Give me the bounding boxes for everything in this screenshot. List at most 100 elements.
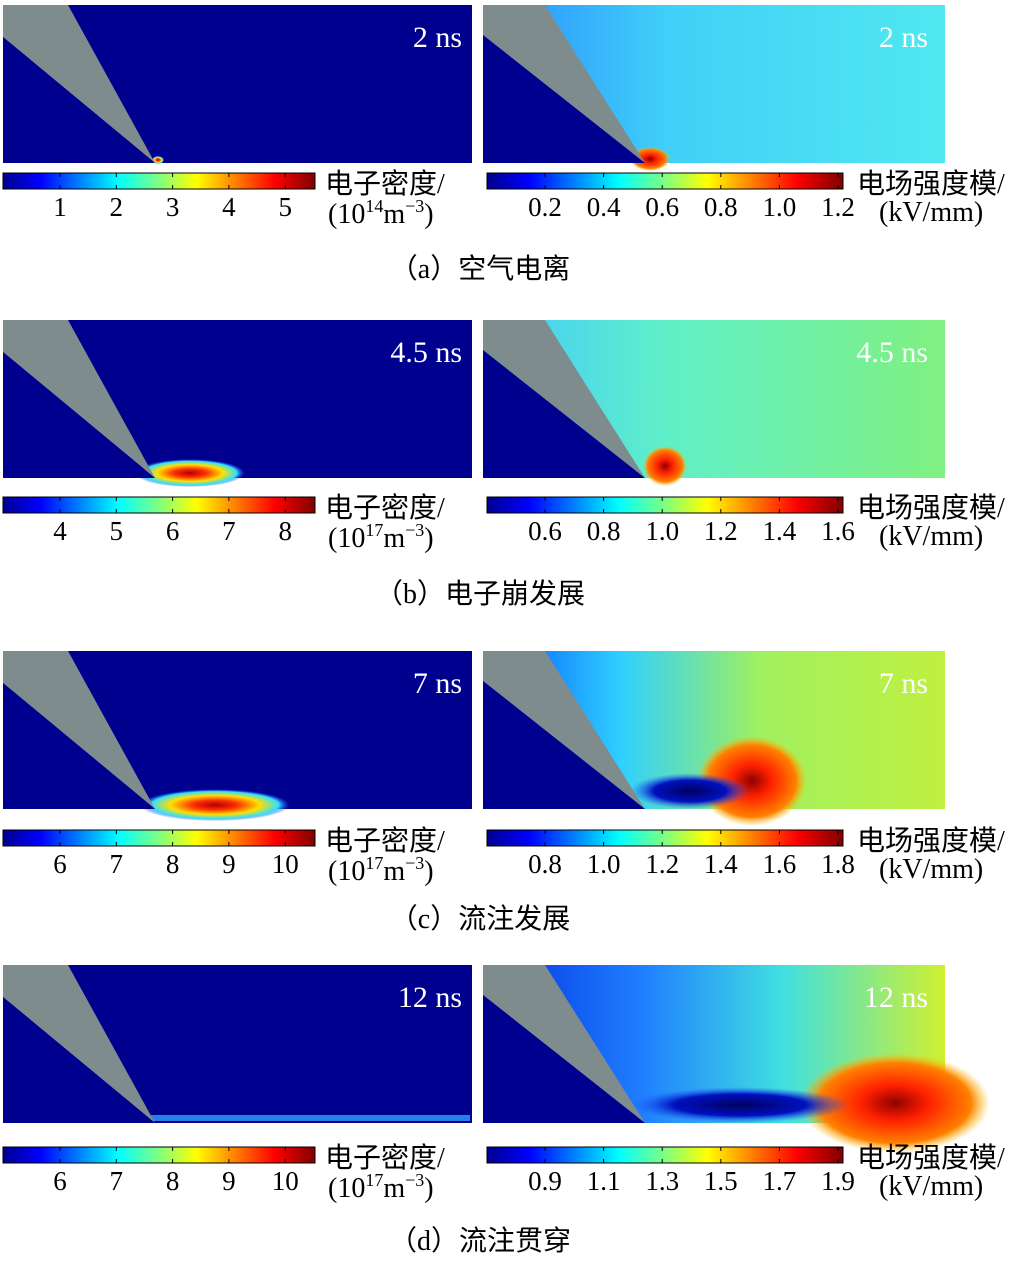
colorbar-label: 电场强度模/ [857,168,1005,200]
colorbar-tick-label: 5 [278,192,292,222]
colorbar [2,1146,316,1164]
colorbar-tick-label: 5 [110,516,124,546]
colorbar-tick-label: 6 [53,1166,67,1196]
colorbar [2,829,316,847]
electrode-shadow [483,35,645,163]
colorbar-tick-label: 0.4 [587,192,621,222]
colorbar-tick-label: 0.8 [528,849,562,879]
colorbar-unit: (kV/mm) [879,854,983,885]
colorbar-unit: (1017m−3) [328,853,434,887]
colorbar-tick-label: 0.8 [587,516,621,546]
colorbar-unit: (1017m−3) [328,520,434,554]
electrode [3,320,155,478]
colorbar-tick-label: 1.0 [587,849,621,879]
hotspot [135,459,245,487]
electrode-shadow [3,683,155,809]
colorbar-tick-label: 8 [166,849,180,879]
unit-part: (10 [328,856,365,887]
colorbar-tick-label: 3 [166,192,180,222]
unit-part: ) [424,199,433,230]
colorbar-tick-label: 4 [222,192,236,222]
electrode [3,651,155,809]
colorbar-label: 电场强度模/ [857,492,1005,524]
electrode-shadow [3,352,155,478]
colorbar-tick-label: 9 [222,1166,236,1196]
unit-part: 14 [365,196,383,216]
time-label: 2 ns [413,21,462,54]
hotspot [152,156,164,164]
electrode [3,965,155,1123]
unit-part: m [383,199,405,230]
hotspot [630,147,670,171]
colorbar-tick-label: 0.6 [528,516,562,546]
colorbar-tick-label: 0.2 [528,192,562,222]
time-label: 7 ns [413,667,462,700]
unit-part: 17 [365,520,383,540]
colorbar-tick-label: 7 [222,516,236,546]
colorbar-tick-label: 8 [166,1166,180,1196]
caption: （c）流注发展 [390,903,570,935]
unit-part: ) [424,856,433,887]
colorbar-tick-label: 0.6 [645,192,679,222]
colorbar-tick-label: 10 [272,849,299,879]
colorbar-tick-label: 8 [278,516,292,546]
unit-part: m [383,856,405,887]
colorbar-tick-label: 1.4 [763,516,797,546]
time-label: 4.5 ns [390,336,462,369]
colorbar-tick-label: 2 [110,192,124,222]
colorbar-tick-label: 6 [166,516,180,546]
electrode-shadow [483,350,645,478]
unit-part: −3 [405,853,424,873]
colorbar [486,829,844,847]
low-field [630,1087,850,1123]
unit-part: −3 [405,520,424,540]
colorbar-tick-label: 0.8 [704,192,738,222]
colorbar-tick-label: 1.4 [704,849,738,879]
electrode [483,5,645,163]
colorbar-unit: (kV/mm) [879,197,983,228]
time-label: 4.5 ns [856,336,928,369]
unit-part: (10 [328,199,365,230]
colorbar-tick-label: 1.6 [821,516,855,546]
colorbar-label: 电场强度模/ [857,825,1005,857]
unit-part: m [383,1173,405,1204]
colorbar [2,496,316,514]
caption: （b）电子崩发展 [375,578,585,610]
unit-part: (10 [328,1173,365,1204]
colorbar-tick-label: 6 [53,849,67,879]
colorbar-label: 电场强度模/ [857,1142,1005,1174]
unit-part: 17 [365,853,383,873]
colorbar-tick-label: 7 [110,849,124,879]
unit-part: ) [424,523,433,554]
colorbar [486,496,844,514]
colorbar-tick-label: 4 [53,516,67,546]
unit-part: ) [424,1173,433,1204]
electrode-shadow [3,997,155,1123]
colorbar [486,1146,844,1164]
time-label: 12 ns [398,981,462,1014]
unit-part: (10 [328,523,365,554]
time-label: 7 ns [879,667,928,700]
electrode [3,5,155,163]
hotspot [800,1053,990,1153]
low-field [630,773,750,809]
unit-part: −3 [405,196,424,216]
unit-part: −3 [405,1170,424,1190]
colorbar [486,172,844,190]
colorbar-tick-label: 1.3 [645,1166,679,1196]
colorbar-tick-label: 1.8 [821,849,855,879]
electrode [483,320,645,478]
colorbar-tick-label: 1.7 [763,1166,797,1196]
colorbar-unit: (kV/mm) [879,521,983,552]
colorbar-tick-label: 1.1 [587,1166,621,1196]
hotspot [140,789,290,821]
colorbar-tick-label: 1.2 [645,849,679,879]
colorbar-tick-label: 1.0 [645,516,679,546]
colorbar-label: 电子密度/ [325,168,445,200]
colorbar-tick-label: 1.0 [763,192,797,222]
unit-part: m [383,523,405,554]
colorbar-tick-label: 10 [272,1166,299,1196]
colorbar-tick-label: 9 [222,849,236,879]
